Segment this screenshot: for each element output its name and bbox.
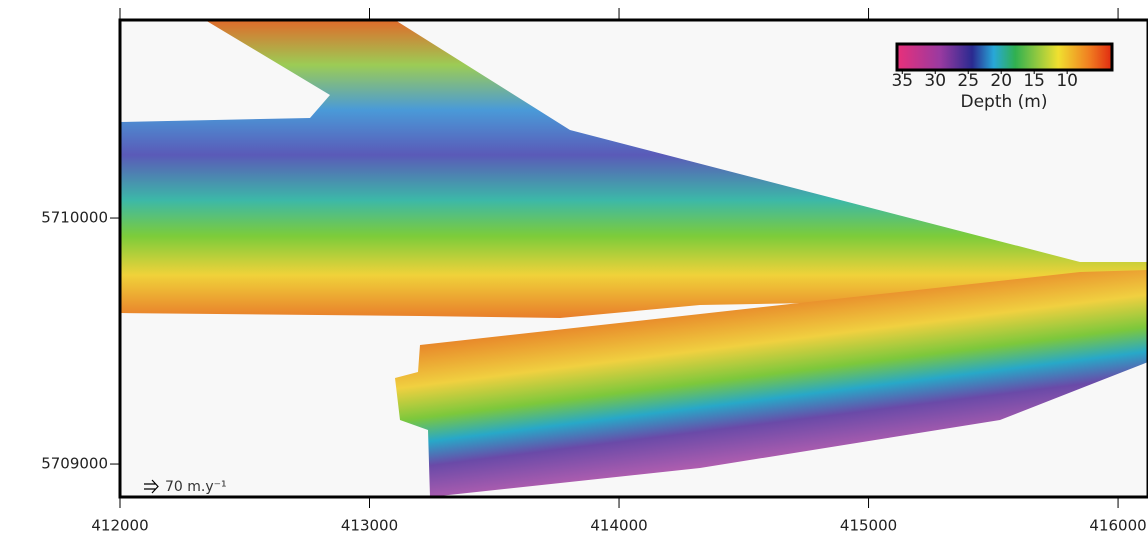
x-tick-label: 412000 xyxy=(91,517,148,535)
x-tick-label: 414000 xyxy=(590,517,647,535)
colorbar xyxy=(897,44,1112,70)
colorbar-tick-label: 10 xyxy=(1056,71,1078,91)
colorbar-tick-label: 25 xyxy=(957,71,979,91)
x-tick-label: 415000 xyxy=(840,517,897,535)
colorbar-tick-label: 20 xyxy=(990,71,1012,91)
colorbar-tick-label: 35 xyxy=(891,71,913,91)
page: Depth (m) 70 m.y⁻¹ 412000 413000 414000 415… xyxy=(0,0,1148,539)
map: Depth (m) 70 m.y⁻¹ 412000 413000 414000 415… xyxy=(0,0,1148,539)
colorbar-title: Depth (m) xyxy=(960,92,1047,112)
colorbar-tick-label: 15 xyxy=(1023,71,1045,91)
y-tick-label: 5710000 xyxy=(41,209,108,227)
x-tick-label: 413000 xyxy=(341,517,398,535)
y-tick-label: 5709000 xyxy=(41,455,108,473)
colorbar-tick-label: 30 xyxy=(924,71,946,91)
scale-label: 70 m.y⁻¹ xyxy=(165,479,227,495)
x-tick-label: 416000 xyxy=(1089,517,1146,535)
